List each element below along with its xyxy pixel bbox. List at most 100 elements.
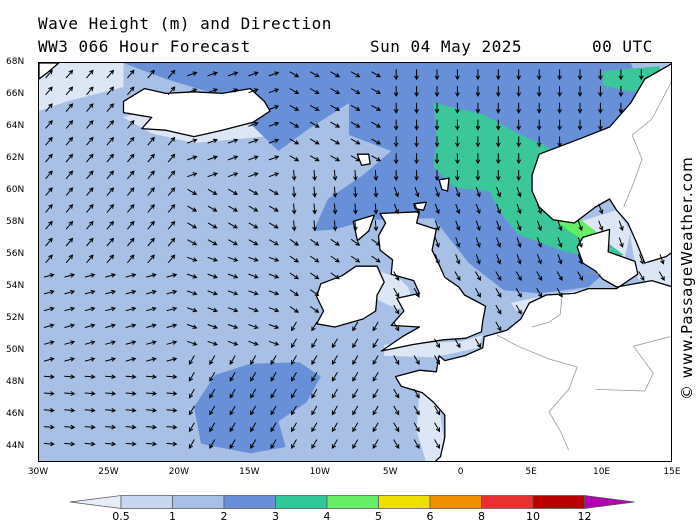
wave-direction-arrow bbox=[229, 355, 236, 366]
wave-direction-arrow bbox=[310, 289, 320, 297]
wave-direction-arrows bbox=[43, 69, 665, 450]
wave-direction-arrow bbox=[268, 273, 280, 279]
wave-direction-arrow bbox=[475, 153, 481, 165]
wave-direction-arrow bbox=[331, 405, 338, 416]
wave-direction-arrow bbox=[352, 321, 359, 332]
wave-direction-arrow bbox=[147, 254, 155, 264]
wave-direction-arrow bbox=[455, 102, 460, 114]
wave-direction-arrow bbox=[228, 205, 239, 212]
wave-direction-arrow bbox=[414, 86, 419, 98]
wave-direction-arrow bbox=[350, 138, 361, 145]
wave-direction-arrow bbox=[352, 338, 359, 349]
longitude-label: 20W bbox=[168, 467, 190, 477]
wave-direction-arrow bbox=[455, 119, 460, 131]
wave-direction-arrow bbox=[495, 321, 502, 332]
wave-direction-arrow bbox=[475, 69, 481, 81]
wave-direction-arrow bbox=[127, 120, 135, 129]
wave-direction-arrow bbox=[45, 254, 53, 264]
wave-direction-arrow bbox=[495, 119, 501, 131]
wave-direction-arrow bbox=[248, 273, 259, 279]
wave-direction-arrow bbox=[557, 136, 562, 148]
wave-map-canvas bbox=[39, 63, 671, 461]
wave-direction-arrow bbox=[270, 405, 277, 416]
wave-direction-arrow bbox=[146, 289, 157, 295]
wave-direction-arrow bbox=[43, 289, 55, 295]
wave-direction-arrow bbox=[268, 239, 279, 246]
wave-direction-arrow bbox=[43, 340, 55, 345]
wave-direction-arrow bbox=[147, 204, 155, 213]
wave-direction-arrow bbox=[658, 271, 665, 282]
wave-direction-arrow bbox=[350, 88, 361, 95]
wave-direction-arrow bbox=[310, 306, 320, 313]
wave-direction-arrow bbox=[455, 170, 460, 182]
wave-direction-arrow bbox=[577, 86, 583, 98]
wave-direction-arrow bbox=[227, 324, 239, 329]
wave-direction-arrow bbox=[207, 340, 218, 346]
band-3-4m-north-sea bbox=[433, 103, 624, 260]
wave-direction-arrow bbox=[207, 188, 218, 195]
wave-direction-arrow bbox=[289, 155, 300, 162]
wave-direction-arrow bbox=[106, 220, 115, 230]
wave-direction-arrow bbox=[291, 203, 297, 215]
wave-direction-arrow bbox=[352, 372, 359, 382]
wave-direction-arrow bbox=[393, 170, 399, 182]
wave-direction-arrow bbox=[248, 324, 259, 329]
wave-direction-arrow bbox=[209, 372, 216, 382]
wave-direction-arrow bbox=[268, 71, 280, 77]
wave-direction-arrow bbox=[289, 71, 300, 78]
wave-direction-arrow bbox=[268, 155, 280, 161]
wave-direction-arrow bbox=[331, 372, 338, 382]
wave-map[interactable] bbox=[38, 62, 672, 462]
wave-direction-arrow bbox=[270, 388, 277, 399]
wave-direction-arrow bbox=[187, 71, 198, 77]
wave-direction-arrow bbox=[373, 186, 379, 198]
wave-direction-arrow bbox=[414, 153, 419, 165]
wave-direction-arrow bbox=[167, 153, 176, 163]
wave-direction-arrow bbox=[331, 388, 338, 399]
wave-direction-arrow bbox=[434, 338, 441, 349]
wave-direction-arrow bbox=[495, 86, 501, 98]
wave-direction-arrow bbox=[577, 254, 583, 265]
wave-direction-arrow bbox=[125, 374, 137, 380]
wave-direction-arrow bbox=[496, 254, 502, 265]
wave-direction-arrow bbox=[64, 289, 76, 295]
wave-direction-arrow bbox=[187, 88, 198, 94]
wave-direction-arrow bbox=[310, 255, 320, 263]
wave-direction-arrow bbox=[167, 86, 176, 96]
wave-direction-arrow bbox=[65, 136, 74, 146]
wave-direction-arrow bbox=[187, 340, 198, 346]
wave-direction-arrow bbox=[598, 102, 603, 114]
wave-direction-arrow bbox=[393, 288, 400, 298]
wave-direction-arrow bbox=[187, 239, 198, 246]
wave-direction-arrow bbox=[516, 203, 522, 215]
wave-direction-arrow bbox=[207, 138, 218, 144]
scandinavia-land bbox=[531, 63, 671, 264]
wave-direction-arrow bbox=[434, 69, 440, 81]
wave-direction-arrow bbox=[106, 120, 115, 129]
wave-direction-arrow bbox=[167, 136, 176, 146]
latitude-label: 62N bbox=[6, 153, 25, 163]
ireland-land bbox=[315, 265, 385, 328]
wave-direction-arrow bbox=[45, 136, 53, 146]
wave-direction-arrow bbox=[455, 153, 460, 165]
wave-direction-arrow bbox=[290, 422, 297, 433]
wave-direction-arrow bbox=[330, 155, 341, 162]
site-credit: © www.PassageWeather.com bbox=[678, 156, 696, 400]
wave-direction-arrow bbox=[311, 372, 318, 382]
wave-direction-arrow bbox=[312, 203, 317, 215]
wave-direction-arrow bbox=[250, 372, 257, 382]
wave-direction-arrow bbox=[227, 307, 239, 313]
wave-direction-arrow bbox=[556, 288, 563, 298]
wave-direction-arrow bbox=[86, 120, 94, 129]
wave-direction-arrow bbox=[43, 441, 55, 447]
wave-direction-arrow bbox=[64, 323, 76, 329]
wave-direction-arrow bbox=[248, 71, 259, 77]
wave-direction-arrow bbox=[496, 186, 502, 198]
scale-label: 5 bbox=[375, 510, 382, 523]
wave-direction-arrow bbox=[270, 422, 277, 433]
wave-direction-arrow bbox=[434, 170, 440, 182]
wave-direction-arrow bbox=[147, 187, 155, 196]
wave-direction-arrow bbox=[248, 205, 259, 212]
wave-direction-arrow bbox=[187, 188, 198, 195]
wave-direction-arrow bbox=[434, 405, 441, 416]
